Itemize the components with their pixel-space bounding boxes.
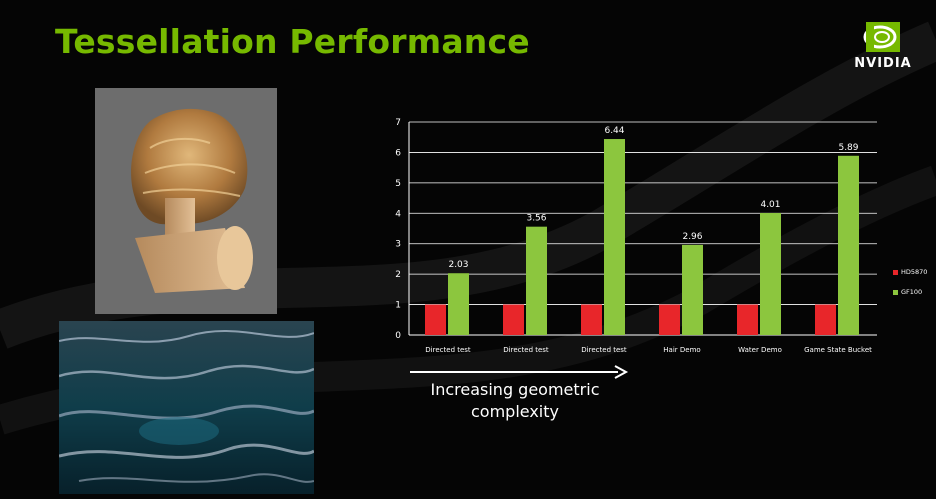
x-category-label: Game State Bucket (804, 346, 872, 354)
data-label: 2.96 (682, 232, 702, 242)
bar-hd5870 (581, 304, 602, 335)
brand-name: NVIDIA (854, 56, 912, 71)
bar-gf100 (604, 139, 625, 335)
data-label: 3.56 (526, 214, 546, 224)
bar-chart: 0 1 2 3 4 5 6 7 2.03 Directed test 3.56 Directed te… (395, 118, 877, 354)
x-category-label: Directed test (425, 346, 471, 354)
x-category-label: Water Demo (738, 346, 782, 354)
nvidia-logo: NVIDIA (846, 20, 920, 74)
data-label: 2.03 (448, 260, 468, 270)
legend-item-hd5870: HD5870 (893, 262, 927, 282)
bar-gf100 (838, 155, 859, 335)
caption-line-2: complexity (471, 402, 559, 421)
y-tick-label: 0 (395, 331, 401, 341)
bar-hd5870 (425, 304, 446, 335)
caption-line-1: Increasing geometric (430, 380, 600, 399)
x-category-label: Directed test (503, 346, 549, 354)
complexity-caption: Increasing geometric complexity (400, 379, 630, 423)
bar-hd5870 (815, 304, 836, 335)
bar-gf100 (760, 212, 781, 335)
data-label: 4.01 (760, 200, 780, 210)
legend-item-gf100: GF100 (893, 282, 927, 302)
data-label: 6.44 (604, 126, 624, 136)
chart-legend: HD5870 GF100 (893, 262, 927, 302)
y-tick-label: 5 (395, 179, 401, 189)
right-arrow-icon (410, 365, 629, 379)
legend-label-hd5870: HD5870 (901, 268, 928, 276)
slide-title: Tessellation Performance (55, 22, 530, 61)
nvidia-eye-icon (863, 22, 900, 52)
bar-gf100 (526, 226, 547, 335)
hair-demo-image (95, 88, 277, 314)
water-demo-image (59, 321, 314, 494)
y-tick-label: 1 (395, 301, 401, 311)
y-tick-label: 4 (395, 209, 401, 219)
y-tick-label: 7 (395, 118, 401, 128)
y-tick-label: 2 (395, 270, 401, 280)
x-category-label: Directed test (581, 346, 627, 354)
x-category-label: Hair Demo (663, 346, 700, 354)
data-label: 5.89 (838, 143, 858, 153)
bar-gf100 (682, 244, 703, 335)
bar-hd5870 (737, 304, 758, 335)
legend-swatch-gf100 (893, 289, 898, 295)
bar-gf100 (448, 273, 469, 335)
y-tick-label: 6 (395, 148, 401, 158)
legend-swatch-hd5870 (893, 269, 898, 275)
legend-label-gf100: GF100 (901, 288, 923, 296)
bar-hd5870 (503, 304, 524, 335)
y-tick-label: 3 (395, 240, 401, 250)
bar-hd5870 (659, 304, 680, 335)
